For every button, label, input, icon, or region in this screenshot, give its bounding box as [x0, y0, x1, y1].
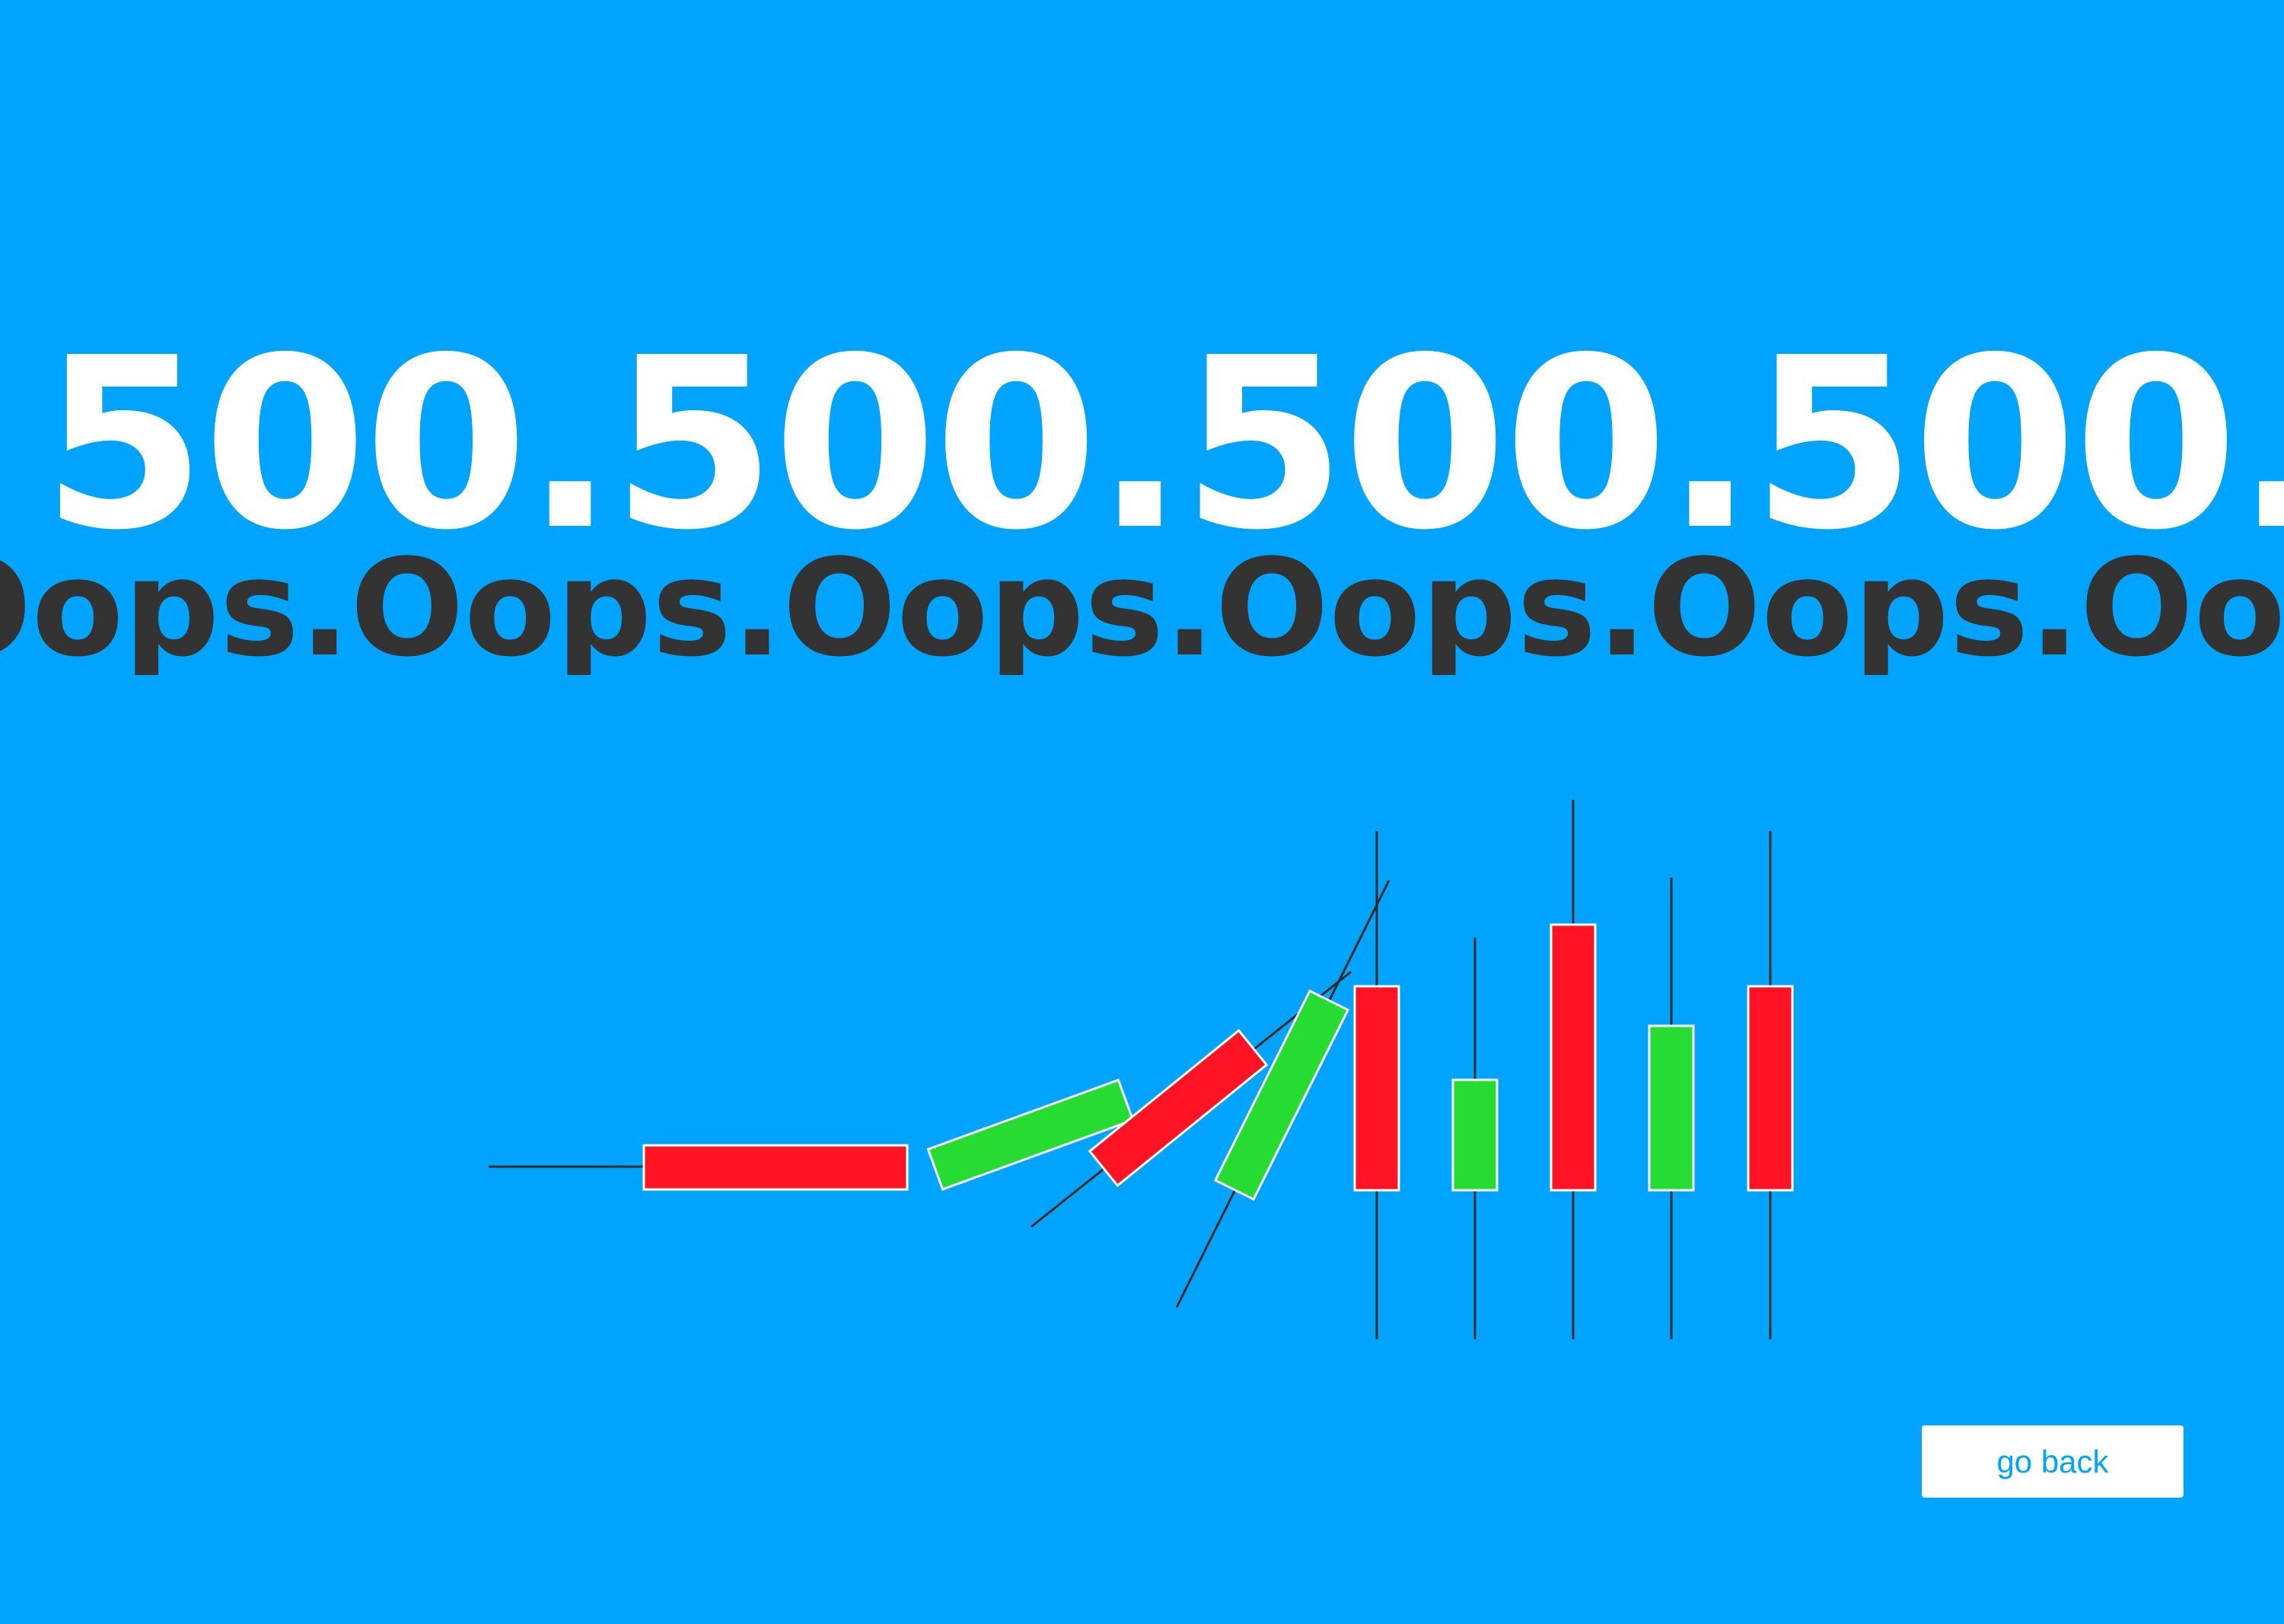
error-message-strip: Oops.Oops.Oops.Oops.Oops.Oops.Oops. [0, 542, 2284, 675]
error-message-text: Oops. [782, 542, 1215, 675]
error-code-strip: 500.500.500.500.500. [42, 339, 2284, 552]
candle-body-down [1550, 923, 1597, 1192]
error-message-text: Oops. [2079, 542, 2284, 675]
candle-body-down [1088, 1029, 1269, 1187]
error-message-text: Oops. [1647, 542, 2080, 675]
candle-body-down [1747, 985, 1794, 1192]
error-message-banner: Oops.Oops.Oops.Oops.Oops.Oops.Oops. [0, 542, 2284, 675]
error-message-text: Oops. [1215, 542, 1648, 675]
error-code-text: 500. [42, 339, 615, 552]
candle-body-up [1648, 1024, 1695, 1192]
candle-body-down [642, 1144, 909, 1191]
candle-body-down [1353, 985, 1400, 1192]
candle-body-up [1213, 989, 1350, 1201]
candle-body-up [926, 1078, 1135, 1191]
error-message-text: Oops. [0, 542, 351, 675]
go-back-button[interactable]: go back [1922, 1425, 2184, 1498]
error-code-text: 500. [1181, 339, 1755, 552]
error-code-banner: 500.500.500.500.500. [0, 339, 2284, 552]
error-message-text: Oops. [350, 542, 783, 675]
error-code-text: 500. [611, 339, 1185, 552]
candle-body-up [1451, 1078, 1499, 1192]
error-code-text: 500. [1751, 339, 2284, 552]
